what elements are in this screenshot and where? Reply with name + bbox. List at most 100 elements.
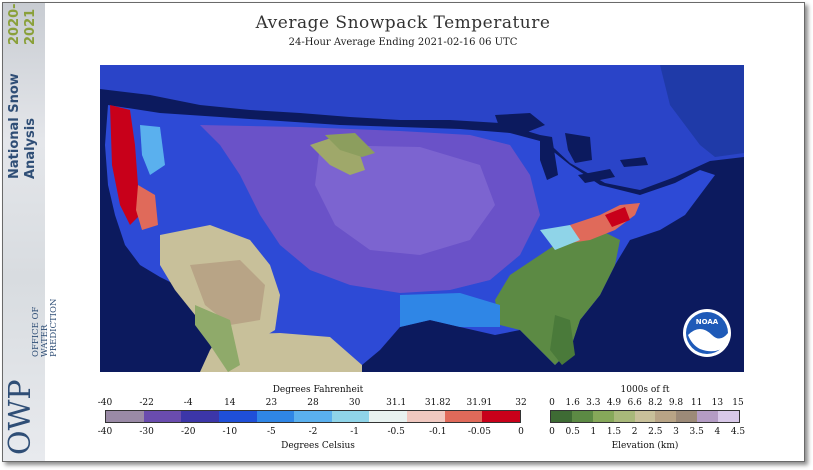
temperature-swatch (444, 411, 483, 422)
temperature-swatch (181, 411, 219, 422)
elevation-swatch (592, 411, 614, 422)
temperature-swatch (294, 411, 332, 422)
conus-map-svg: NOAA (100, 65, 744, 372)
celsius-tick: -0.05 (467, 427, 491, 437)
noaa-logo: NOAA (683, 309, 731, 357)
feet-tick: 13 (711, 398, 724, 408)
celsius-tick: 0 (518, 427, 524, 437)
celsius-tick: -1 (350, 427, 359, 437)
elevation-swatch (697, 411, 719, 422)
km-tick: 4.5 (730, 427, 746, 437)
feet-legend-title: 1000s of ft (620, 385, 670, 395)
km-tick: 2.5 (648, 427, 663, 437)
warm-snow-pacific-northwest (110, 105, 140, 225)
cold-core-center (315, 145, 495, 255)
celsius-tick: -5 (267, 427, 276, 437)
temperature-swatch (407, 411, 445, 422)
feet-tick: 15 (732, 398, 744, 408)
elevation-swatch (551, 411, 572, 422)
celsius-legend-title: Degrees Celsius (281, 441, 355, 451)
light-snow-band (540, 225, 580, 250)
feet-tick: 1.6 (565, 398, 580, 408)
feet-tick: 4.9 (606, 398, 622, 408)
elevation-swatch (718, 411, 739, 422)
temperature-swatch (482, 411, 520, 422)
km-tick: 1.5 (606, 427, 622, 437)
fahrenheit-tick: 31.91 (466, 398, 493, 408)
celsius-tick: -20 (180, 427, 196, 437)
temperature-color-bar (105, 410, 521, 423)
lake-erie (578, 169, 615, 183)
noaa-logo-text: NOAA (696, 318, 719, 326)
celsius-tick: -40 (97, 427, 113, 437)
fahrenheit-tick: 23 (265, 398, 278, 408)
fahrenheit-tick: 31.82 (424, 398, 451, 408)
km-tick: 3.5 (689, 427, 704, 437)
km-tick: 4 (714, 427, 721, 437)
mexico-region (200, 333, 362, 372)
temperature-swatch (369, 411, 408, 422)
celsius-tick: -0.5 (387, 427, 405, 437)
cascades-transition (140, 125, 165, 175)
product-name-line1: National Snow (7, 73, 22, 179)
km-tick: 1 (590, 427, 597, 437)
fahrenheit-tick: 28 (307, 398, 319, 408)
temperature-swatch (106, 411, 144, 422)
elevation-swatch (634, 411, 656, 422)
km-legend-title: Elevation (km) (611, 441, 679, 451)
elevation-swatch (676, 411, 698, 422)
km-tick: 0.5 (565, 427, 580, 437)
bare-ground-southeast (495, 230, 620, 365)
elevation-swatch (655, 411, 677, 422)
temperature-swatch (256, 411, 295, 422)
texas-transition-zone (400, 293, 500, 327)
fahrenheit-tick: -40 (97, 398, 113, 408)
map-title: Average Snowpack Temperature (255, 13, 551, 33)
bare-ground-montana (310, 135, 365, 175)
celsius-tick: -2 (308, 427, 318, 437)
km-tick: 3 (673, 427, 679, 437)
feet-tick: 6.6 (627, 398, 642, 408)
fahrenheit-tick: 14 (224, 398, 236, 408)
owp-org-line3: PREDICTION (49, 298, 59, 357)
km-tick: 0 (549, 427, 555, 437)
lake-huron (565, 133, 592, 163)
owp-sidebar-banner: National Snow Analysis 2020- 2021 OWP OF… (3, 3, 59, 461)
fahrenheit-tick: -22 (139, 398, 154, 408)
map-subtitle: 24-Hour Average Ending 2021-02-16 06 UTC (288, 37, 518, 48)
lake-superior (495, 113, 545, 133)
fahrenheit-tick: 32 (515, 398, 527, 408)
feet-tick: 8.2 (648, 398, 663, 408)
lake-ontario (620, 157, 648, 167)
temperature-swatch (218, 411, 257, 422)
atlantic-canada-region (660, 65, 744, 157)
celsius-tick: -10 (222, 427, 238, 437)
fahrenheit-tick: 30 (348, 398, 361, 408)
temperature-swatch (331, 411, 370, 422)
warm-snow-virginia (605, 207, 630, 227)
feet-tick: 3.3 (586, 398, 601, 408)
fahrenheit-tick: -4 (183, 398, 193, 408)
temperature-swatch (143, 411, 182, 422)
elevation-swatch (613, 411, 635, 422)
elevation-swatch (571, 411, 593, 422)
elevation-color-bar (550, 410, 740, 423)
feet-tick: 11 (690, 398, 703, 408)
fahrenheit-legend-title: Degrees Fahrenheit (272, 385, 364, 395)
bare-ground-plains (325, 133, 375, 157)
bare-ground-highlands (190, 260, 265, 325)
product-name-line2: Analysis (23, 118, 38, 179)
km-tick: 2 (631, 427, 638, 437)
celsius-tick: -0.1 (429, 427, 447, 437)
map-figure: National Snow Analysis 2020- 2021 OWP OF… (2, 2, 805, 462)
feet-tick: 9.8 (668, 398, 684, 408)
snowpack-temperature-map: NOAA (100, 65, 744, 372)
celsius-tick: -30 (139, 427, 154, 437)
warm-snow-sierra (136, 185, 158, 230)
fahrenheit-tick: 31.1 (386, 398, 407, 408)
florida-peninsula (550, 315, 575, 365)
lake-michigan (540, 135, 558, 180)
owp-logo-text: OWP (3, 379, 38, 455)
feet-tick: 0 (549, 398, 555, 408)
baja-region (195, 305, 240, 372)
